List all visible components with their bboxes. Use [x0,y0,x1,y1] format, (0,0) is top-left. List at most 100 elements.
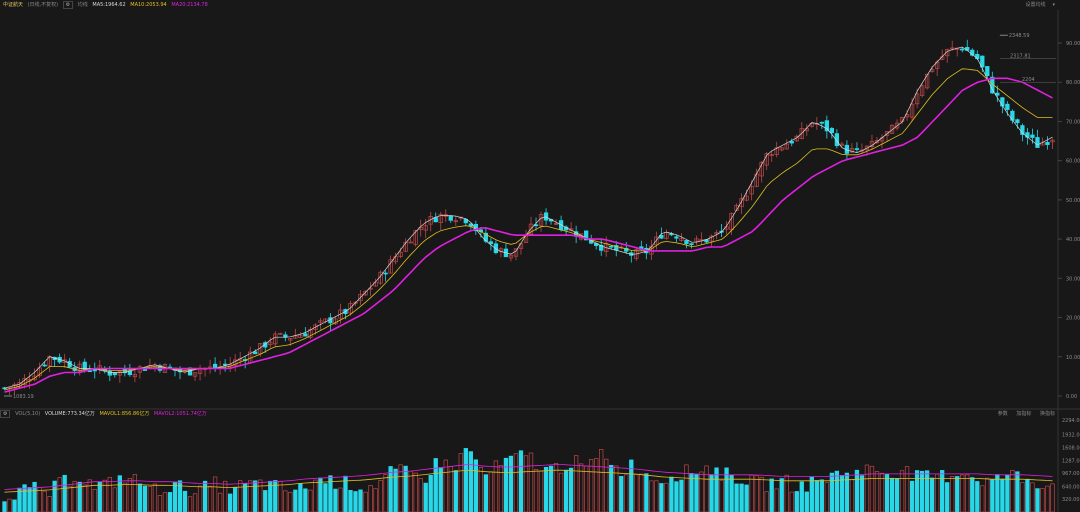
index-title[interactable]: 中证航天 [3,2,24,8]
ma5-value: MA5:1964.62 [92,2,126,8]
candle-body [1025,132,1030,138]
candle-body [263,342,268,348]
volume-bar [689,473,694,512]
volume-bar [343,475,348,512]
volume-bar [874,471,880,512]
volume-bar [22,484,27,512]
volume-bar [503,457,509,512]
mavol2-line [4,464,1053,490]
switch-indicator-button[interactable]: 换指标 [1039,411,1055,417]
price-candles [2,39,1055,396]
volume-bar [157,495,163,512]
volume-settings-icon[interactable]: ⚙ [0,410,11,418]
candle-body [117,371,122,376]
price-tick-label: 30.00 [1066,276,1080,282]
candle-body [854,148,860,150]
moving-average-lines [4,46,1053,393]
candle-body [749,186,754,195]
ma-settings-button[interactable]: 设置均线 ▾ [1025,2,1055,8]
chart-grid [0,10,1080,512]
volume-bar [443,459,448,512]
volume-bar [358,489,363,512]
chart-annotations: 2348.59 1083.19 2317.81 2204 [4,33,1056,400]
volume-bar [308,489,313,512]
volume-bar [172,481,178,512]
volume-bar [1050,483,1055,512]
candle-body [62,359,67,363]
price-tick-label: 10.00 [1066,355,1080,361]
volume-bar [879,472,885,512]
volume-bar [844,472,850,512]
candle-body [383,272,388,275]
volume-bar [744,484,749,512]
candle-body [107,371,112,376]
volume-bar [398,464,403,512]
candle-body [363,290,368,296]
candle-body [42,364,47,367]
candle-body [553,223,559,225]
volume-bar [829,472,835,512]
candle-body [132,374,138,378]
candle-body [654,236,659,246]
candle-body [463,218,468,224]
volume-bar [849,479,855,512]
candle-body [669,233,674,236]
volume-bar [353,491,358,512]
candle-body [849,148,855,153]
volume-bar [1015,471,1020,512]
candle-body [453,220,458,223]
volume-bar [804,491,809,512]
volume-bar [960,474,965,512]
candle-body [293,335,298,339]
candle-body [960,48,965,51]
candle-body [348,303,353,314]
candle-body [1045,141,1050,145]
volume-bar [774,488,779,512]
volume-bar [17,487,22,512]
volume-bar [649,480,654,512]
candle-body [864,145,870,151]
add-indicator-button[interactable]: 加指标 [1016,411,1032,417]
volume-bar [42,490,47,512]
volume-bar [709,474,714,512]
candle-body [112,372,117,376]
volume-bar [478,467,484,512]
params-button[interactable]: 参数 [997,411,1008,417]
volume-bar [734,483,739,512]
volume-bar [659,483,664,512]
ma-settings-icon[interactable]: ⚙ [62,1,74,9]
volume-bar [679,479,684,512]
candle-body [1020,125,1025,135]
period-label[interactable]: (日线,不复权) [27,2,59,8]
volume-bar [914,470,920,512]
volume-bar [127,478,133,512]
candle-body [759,161,764,177]
volume-bar [2,501,7,512]
candle-body [834,133,840,147]
volume-bar [864,464,870,512]
volume-header: ⚙ VOL(5,10) VOLUME:773.34亿万 MAVOL1:856.8… [0,409,1080,419]
candle-body [874,140,880,144]
volume-bar [433,458,438,512]
volume-bar [779,478,784,512]
volume-bar [819,479,824,512]
volume-bar [408,470,413,512]
ma10-value: MA10:2053.94 [130,2,167,8]
volume-bar [528,452,534,512]
volume-bar [423,482,428,512]
volume-bar [584,465,589,512]
volume-bar [664,482,669,512]
volume-bar [1045,485,1050,512]
volume-bar [985,477,990,512]
volume-bar [1040,488,1045,512]
candle-body [1050,139,1055,143]
volume-bar [508,455,514,512]
candle-body [298,334,303,338]
volume-bar [328,475,333,512]
candle-body [674,236,679,239]
volume-bar [955,476,960,512]
candle-body [473,223,478,232]
volume-bar [32,481,37,512]
volume-bar [217,492,223,512]
